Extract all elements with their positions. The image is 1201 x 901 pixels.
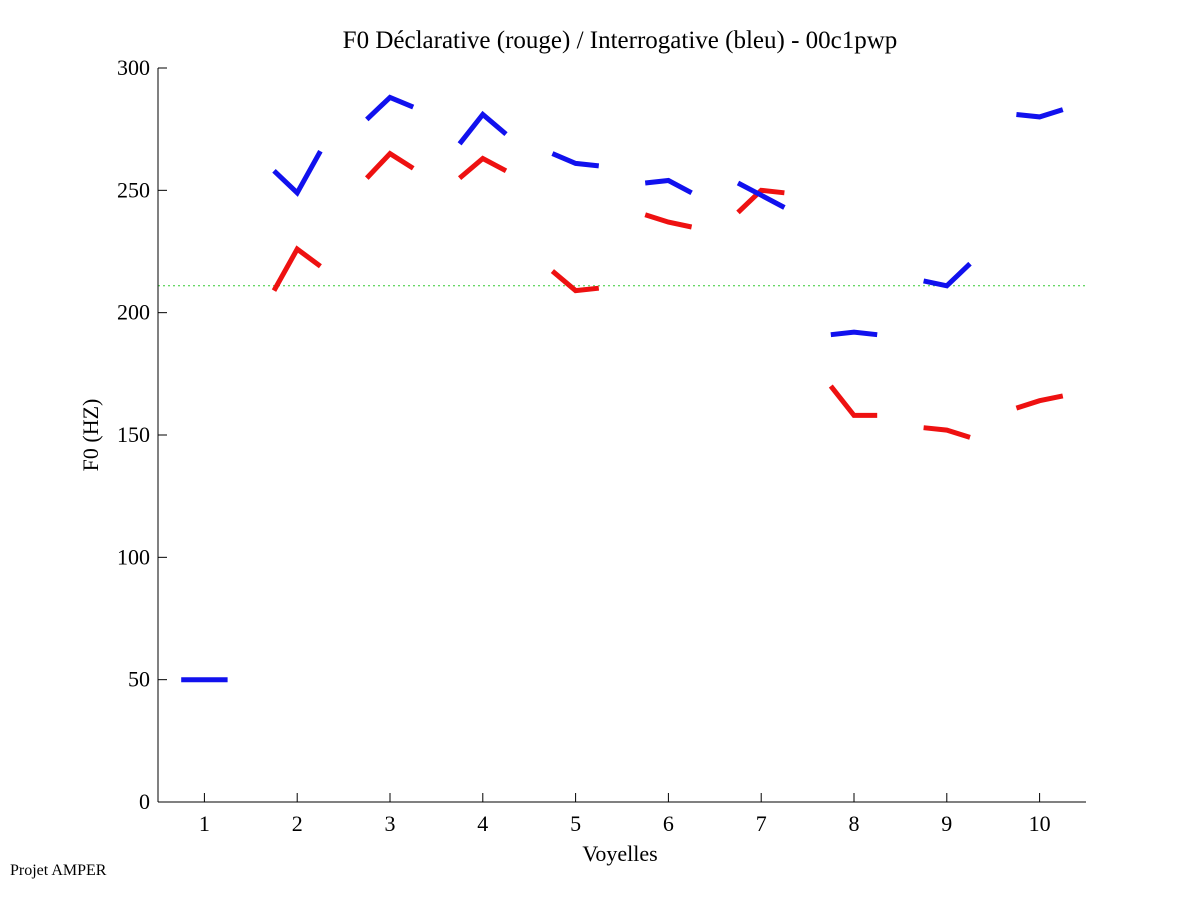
x-axis-label: Voyelles [582,841,657,866]
interrogative-segment-vowel-5 [551,151,600,169]
x-tick-label: 5 [570,811,581,836]
interrogative-segment-vowel-7 [736,180,786,210]
interrogative-segment-vowel-3 [365,94,415,122]
interrogative-segment-vowel-10 [1016,107,1064,120]
y-tick-label: 200 [117,300,150,325]
x-tick-label: 6 [663,811,674,836]
interrogative-segment-vowel-6 [644,177,693,196]
tick-layer: 0 50 100 150 200 250 300 1 2 3 4 5 6 7 8 9 10 [117,55,1051,836]
y-axis-label: F0 (HZ) [78,399,103,472]
interrogative-segment-vowel-9 [923,261,972,289]
declarative-segment-vowel-10 [1015,393,1064,411]
y-tick-label: 300 [117,55,150,80]
declarative-segment-vowel-8 [828,384,878,418]
chart-title: F0 Déclarative (rouge) / Interrogative (… [343,27,898,54]
project-credit: Projet AMPER [10,862,107,879]
y-tick-label: 0 [139,789,150,814]
x-tick-label: 8 [849,811,860,836]
series-layer [181,94,1064,683]
y-tick-label: 100 [117,544,150,569]
declarative-segment-vowel-4 [457,155,508,181]
declarative-segment-vowel-5 [550,269,600,294]
x-tick-label: 4 [477,811,488,836]
axes [157,68,1086,803]
declarative-segment-vowel-2 [271,245,322,292]
interrogative-segment-vowel-2 [272,149,323,197]
x-tick-label: 1 [199,811,210,836]
interrogative-segment-vowel-8 [830,329,878,338]
x-tick-label: 10 [1029,811,1051,836]
declarative-segment-vowel-7 [736,187,785,215]
x-tick-label: 3 [385,811,396,836]
y-tick-label: 50 [128,667,150,692]
declarative-segment-vowel-3 [364,150,415,180]
x-tick-label: 2 [292,811,303,836]
y-tick-label: 150 [117,422,150,447]
y-tick-label: 250 [117,177,150,202]
declarative-segment-vowel-9 [923,425,971,440]
x-tick-label: 9 [941,811,952,836]
x-tick-label: 7 [756,811,767,836]
interrogative-segment-vowel-4 [457,110,508,146]
declarative-segment-vowel-6 [644,212,693,230]
